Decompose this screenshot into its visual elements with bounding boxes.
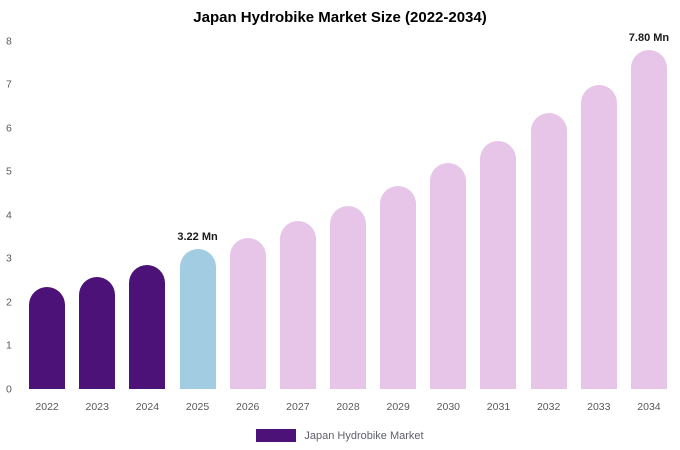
x-tick-label: 2025: [185, 400, 210, 413]
bar-2033: [580, 84, 617, 389]
data-label: 3.22 Mn: [177, 230, 218, 243]
bar-cell: [423, 41, 473, 389]
legend-swatch: [256, 429, 297, 442]
chart-title: Japan Hydrobike Market Size (2022-2034): [193, 9, 487, 26]
plot-area: 3.22 Mn 7.80 Mn: [22, 32, 674, 389]
bar-2032: [530, 112, 567, 389]
bar-2026: [229, 238, 266, 389]
x-axis: 2022 2023 2024 2025 2026 2027 2028 2029 2030 2031…: [22, 400, 674, 413]
y-tick-label: 7: [6, 78, 12, 91]
bar-cell: 7.80 Mn: [624, 32, 674, 389]
x-tick-label: 2032: [536, 400, 561, 413]
x-tick-label: 2028: [336, 400, 360, 413]
data-label: 7.80 Mn: [628, 31, 670, 44]
y-tick-label: 4: [6, 208, 12, 221]
x-tick-label: 2030: [436, 400, 460, 413]
bar-cell: [574, 41, 624, 389]
x-tick-label: 2027: [286, 400, 310, 413]
y-tick-label: 3: [6, 252, 12, 265]
y-tick-label: 2: [6, 295, 12, 308]
bar-2025: [179, 248, 216, 389]
x-tick-label: 2034: [637, 400, 661, 413]
x-tick-label: 2024: [135, 400, 160, 413]
bar-cell: [122, 41, 172, 389]
x-tick-label: 2033: [587, 400, 611, 413]
y-axis: 0 1 2 3 4 5 6 7 8: [6, 36, 20, 394]
bar-2027: [279, 221, 316, 389]
bar-2023: [79, 277, 116, 389]
bar-cell: [72, 41, 122, 389]
bar-2028: [330, 206, 367, 389]
y-tick-label: 8: [6, 34, 12, 47]
bar-cell: 3.22 Mn: [172, 41, 222, 389]
bar-cell: [22, 41, 72, 389]
bar-2031: [480, 141, 517, 389]
x-tick-label: 2031: [486, 400, 511, 413]
bar-2029: [380, 185, 417, 389]
y-tick-label: 5: [6, 165, 12, 178]
x-tick-label: 2026: [236, 400, 260, 413]
legend: Japan Hydrobike Market: [0, 429, 680, 442]
x-tick-label: 2022: [35, 400, 59, 413]
y-tick-label: 6: [6, 121, 12, 134]
bar-cell: [273, 41, 323, 389]
y-tick-label: 0: [6, 382, 12, 395]
x-tick-label: 2023: [85, 400, 109, 413]
bars: 3.22 Mn 7.80 Mn: [22, 32, 674, 389]
bar-2030: [430, 162, 467, 389]
bar-cell: [373, 41, 423, 389]
bar-2024: [129, 265, 166, 389]
bar-cell: [473, 41, 523, 389]
bar-cell: [323, 41, 373, 389]
bar-cell: [223, 41, 273, 389]
legend-label: Japan Hydrobike Market: [304, 429, 424, 442]
bar-2022: [29, 286, 66, 389]
x-tick-label: 2029: [386, 400, 410, 413]
bar-2034: [630, 49, 667, 389]
y-tick-label: 1: [6, 339, 12, 352]
bar-cell: [524, 41, 574, 389]
